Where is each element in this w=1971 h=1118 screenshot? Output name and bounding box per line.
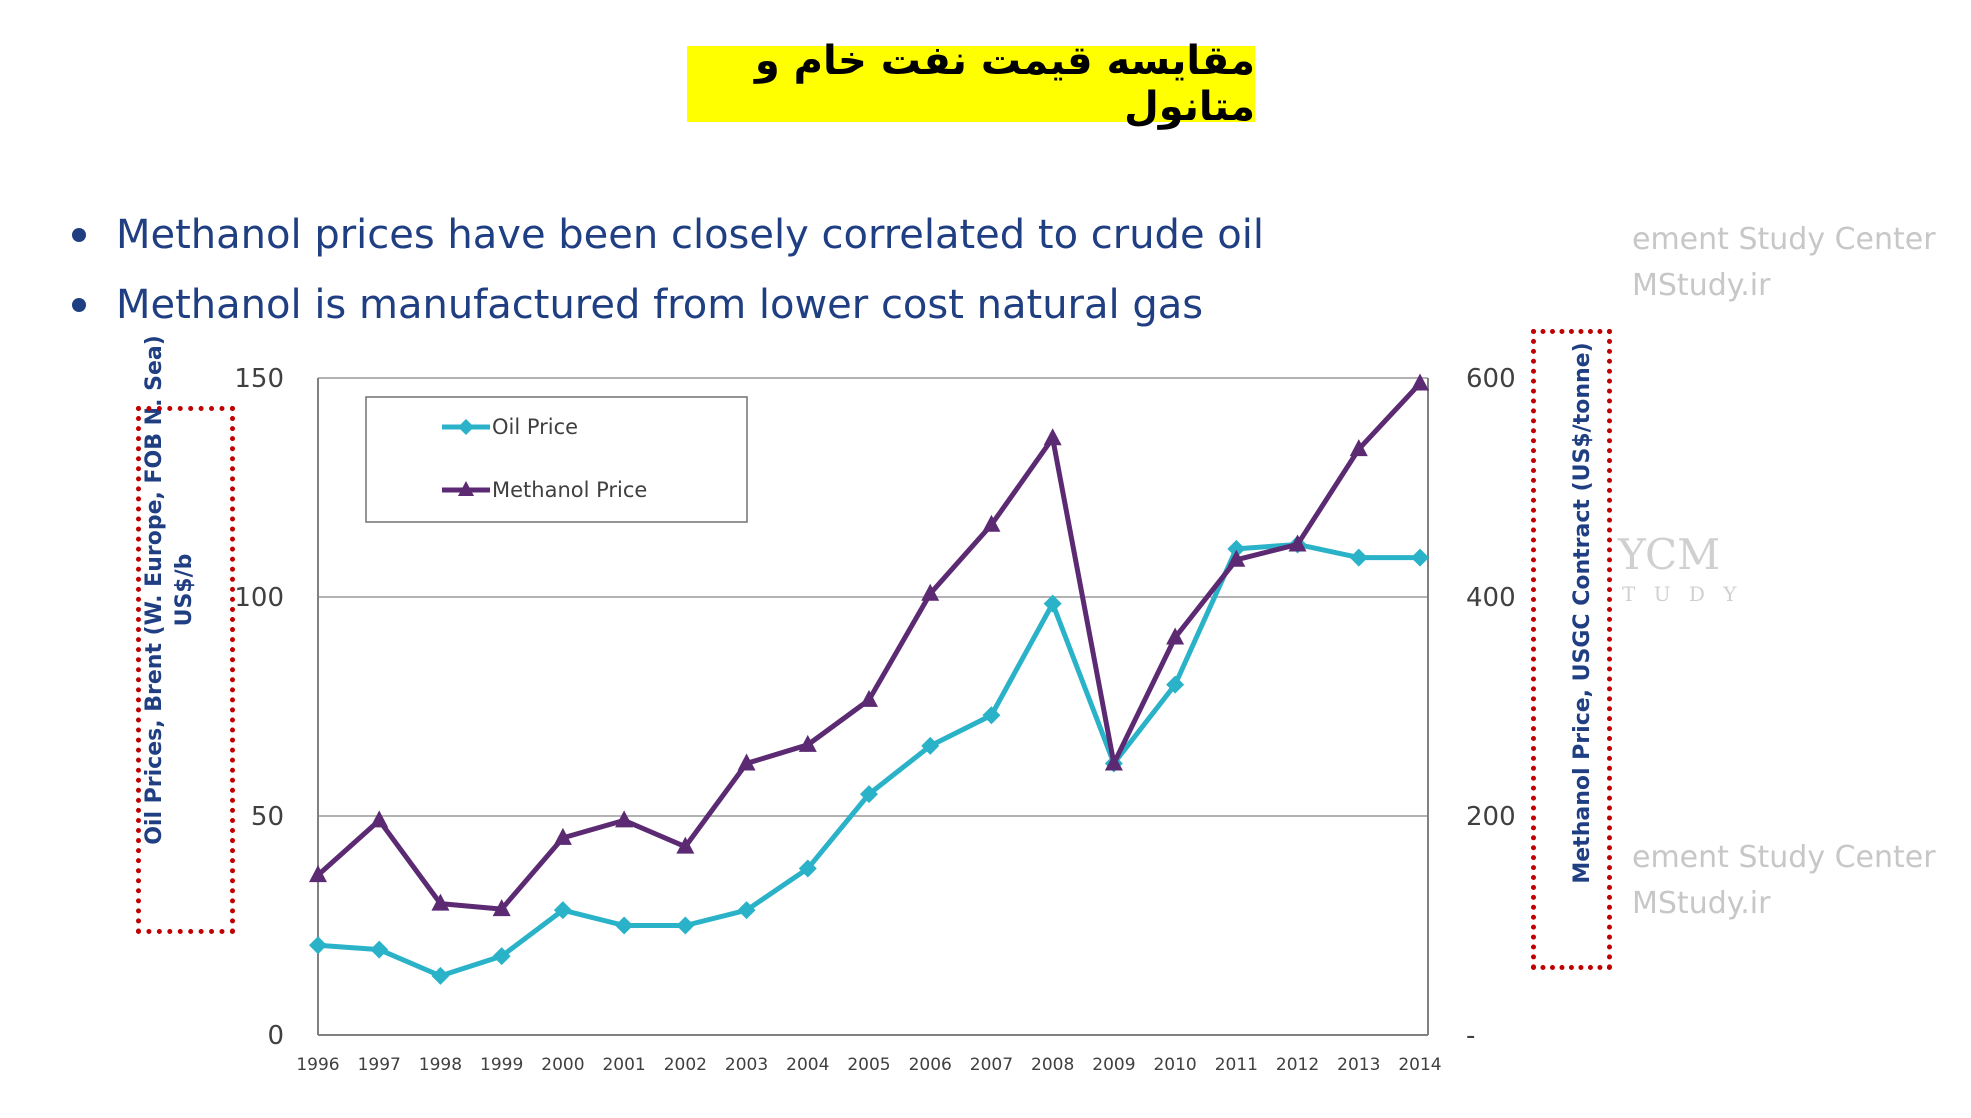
x-tick-label: 2009 xyxy=(1092,1055,1135,1075)
x-tick-label: 2000 xyxy=(541,1055,584,1075)
data-point-oil xyxy=(921,736,940,755)
bullet-dot-icon xyxy=(72,298,86,312)
bullet-text: Methanol is manufactured from lower cost… xyxy=(116,282,1204,328)
x-tick-label: 2013 xyxy=(1337,1055,1380,1075)
data-point-methanol xyxy=(553,827,572,845)
left-tick-label: 100 xyxy=(234,583,284,613)
right-tick-label: 600 xyxy=(1466,364,1516,394)
left-tick-label: 150 xyxy=(234,364,284,394)
left-tick-label: 50 xyxy=(251,802,284,832)
x-tick-label: 2004 xyxy=(786,1055,829,1075)
data-point-oil xyxy=(1043,594,1062,613)
data-point-methanol xyxy=(1043,428,1062,446)
data-point-methanol xyxy=(1227,549,1246,567)
data-point-oil xyxy=(309,936,327,955)
data-point-methanol xyxy=(1288,534,1307,552)
data-point-oil xyxy=(431,966,450,985)
data-point-oil xyxy=(1166,675,1185,694)
data-point-methanol xyxy=(1166,627,1185,645)
data-point-oil xyxy=(982,706,1001,725)
x-tick-label: 2011 xyxy=(1215,1055,1258,1075)
bullet-text: Methanol prices have been closely correl… xyxy=(116,212,1264,258)
x-tick-label: 1996 xyxy=(296,1055,339,1075)
data-point-methanol xyxy=(1104,753,1123,771)
data-point-oil xyxy=(798,859,817,878)
data-point-oil xyxy=(370,940,389,959)
data-point-oil xyxy=(1349,548,1368,567)
data-point-methanol xyxy=(982,514,1001,532)
watermark-text: MStudy.ir xyxy=(1632,268,1771,303)
data-point-oil xyxy=(615,916,634,935)
x-tick-label: 1998 xyxy=(419,1055,462,1075)
legend-box xyxy=(365,396,748,523)
watermark-logo-sub: T U D Y xyxy=(1622,582,1743,606)
watermark-text: ement Study Center xyxy=(1632,222,1936,257)
legend-label: Methanol Price xyxy=(492,478,647,502)
data-point-oil xyxy=(1227,539,1246,558)
x-tick-label: 2005 xyxy=(847,1055,890,1075)
legend-label: Oil Price xyxy=(492,415,578,439)
x-tick-label: 2007 xyxy=(970,1055,1013,1075)
data-point-methanol xyxy=(431,893,450,911)
data-point-methanol xyxy=(492,899,511,917)
data-point-oil xyxy=(1411,548,1429,567)
data-point-methanol xyxy=(798,734,817,752)
bullet-dot-icon xyxy=(72,228,86,242)
data-point-methanol xyxy=(737,753,756,771)
watermark-logo: YCM xyxy=(1618,530,1721,579)
x-tick-label: 2012 xyxy=(1276,1055,1319,1075)
slide-title: مقایسه قیمت نفت خام و متانول xyxy=(687,38,1255,130)
data-point-methanol xyxy=(309,865,327,883)
left-tick-label: 0 xyxy=(267,1021,284,1051)
x-tick-label: 2014 xyxy=(1398,1055,1441,1075)
right-axis-callout xyxy=(1531,329,1612,970)
data-point-methanol xyxy=(860,689,878,707)
data-point-oil xyxy=(737,901,756,920)
x-tick-label: 1999 xyxy=(480,1055,523,1075)
x-tick-label: 2008 xyxy=(1031,1055,1074,1075)
data-point-methanol xyxy=(921,583,940,601)
data-point-oil xyxy=(860,785,878,804)
x-tick-label: 2002 xyxy=(664,1055,707,1075)
legend-marker xyxy=(458,419,474,435)
data-point-methanol xyxy=(615,810,634,828)
data-point-oil xyxy=(492,947,511,966)
data-point-methanol xyxy=(1411,373,1429,391)
data-point-methanol xyxy=(370,810,389,828)
data-point-oil xyxy=(676,916,695,935)
data-point-methanol xyxy=(676,836,695,854)
series-line-oil-price xyxy=(317,541,1420,979)
x-tick-label: 2003 xyxy=(725,1055,768,1075)
watermark-text: ement Study Center xyxy=(1632,840,1936,875)
x-tick-label: 1997 xyxy=(358,1055,401,1075)
x-tick-label: 2006 xyxy=(909,1055,952,1075)
x-tick-label: 2010 xyxy=(1153,1055,1196,1075)
data-point-methanol xyxy=(1349,439,1368,457)
right-tick-label: - xyxy=(1466,1021,1475,1051)
right-tick-label: 200 xyxy=(1466,802,1516,832)
data-point-oil xyxy=(553,901,572,920)
x-tick-label: 2001 xyxy=(602,1055,645,1075)
right-tick-label: 400 xyxy=(1466,583,1516,613)
legend-marker xyxy=(458,481,474,496)
watermark-text: MStudy.ir xyxy=(1632,886,1771,921)
left-axis-callout xyxy=(136,406,235,934)
